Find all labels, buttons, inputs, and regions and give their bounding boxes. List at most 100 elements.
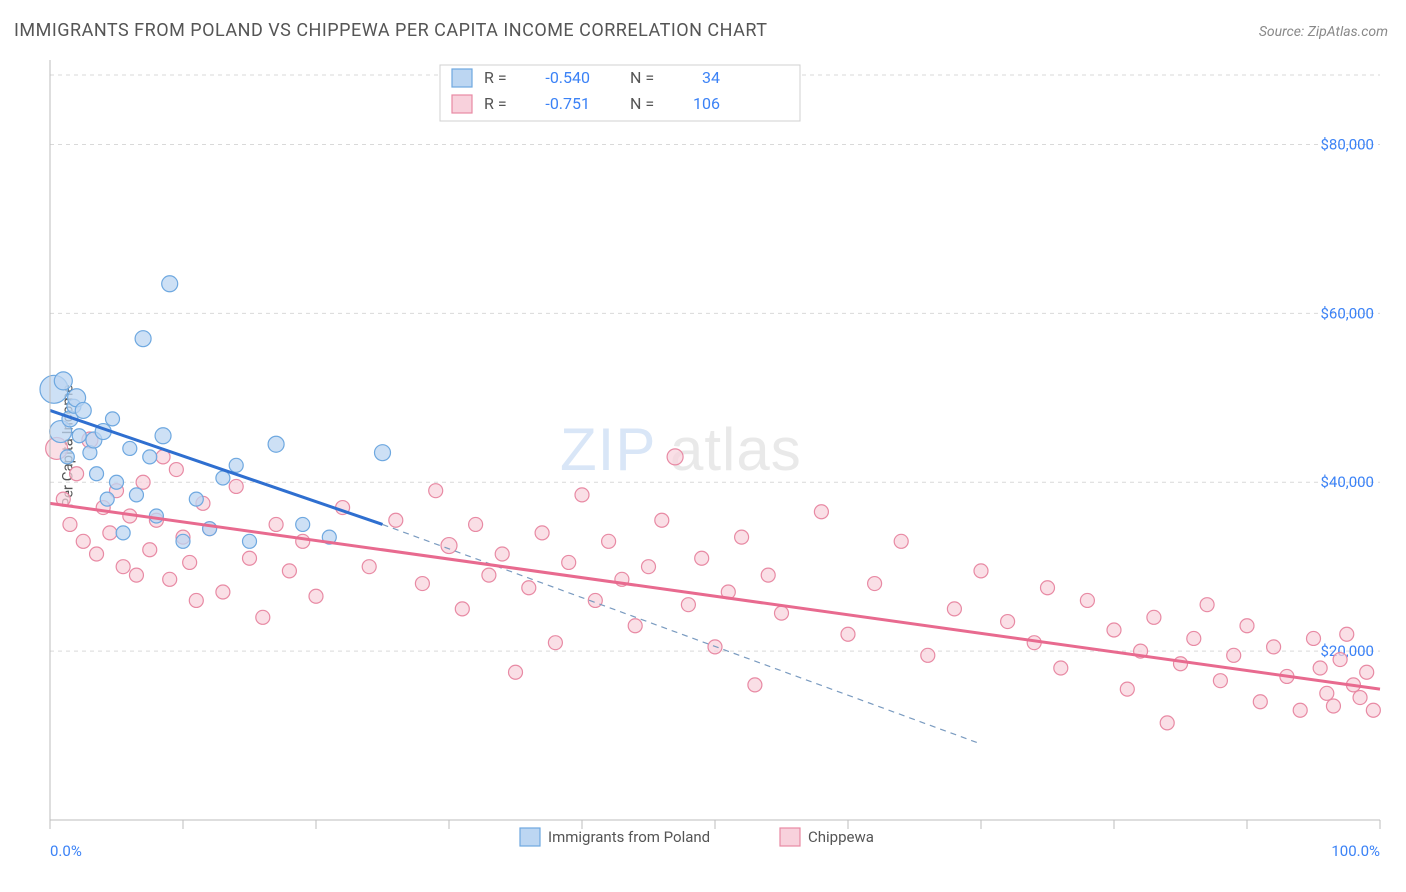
data-point: [1353, 691, 1367, 705]
data-point: [1080, 593, 1094, 607]
legend-swatch: [452, 95, 472, 113]
data-point: [535, 526, 549, 540]
data-point: [814, 505, 828, 519]
legend-r-label: R =: [484, 68, 507, 87]
data-point: [735, 530, 749, 544]
legend-swatch: [780, 828, 800, 846]
watermark-zip: ZIP: [560, 416, 656, 483]
data-point: [667, 449, 683, 465]
watermark: ZIPatlas: [560, 416, 802, 483]
correlation-scatter-chart: $20,000$40,000$60,000$80,000 ZIPatlas 0.…: [0, 0, 1406, 892]
data-point: [441, 538, 457, 554]
data-point: [429, 484, 443, 498]
data-point: [375, 445, 391, 461]
regression-line-solid: [50, 503, 1380, 689]
data-point: [947, 602, 961, 616]
data-point: [75, 402, 91, 418]
data-point: [135, 331, 151, 347]
data-point: [1293, 703, 1307, 717]
data-point: [921, 648, 935, 662]
data-point: [1107, 623, 1121, 637]
data-point: [974, 564, 988, 578]
data-point: [362, 560, 376, 574]
watermark-atlas: atlas: [670, 416, 802, 483]
data-point: [642, 560, 656, 574]
legend-n-label: N =: [630, 68, 654, 87]
legend-series-label: Immigrants from Poland: [548, 828, 710, 846]
data-point: [1267, 640, 1281, 654]
data-point: [1147, 610, 1161, 624]
regression-line-dashed: [383, 524, 982, 744]
data-point: [60, 450, 74, 464]
data-point: [54, 372, 72, 390]
data-point: [469, 517, 483, 531]
data-point: [575, 488, 589, 502]
data-point: [1340, 627, 1354, 641]
data-point: [1253, 695, 1267, 709]
data-point: [63, 517, 77, 531]
data-point: [1320, 686, 1334, 700]
data-point: [775, 606, 789, 620]
data-point: [169, 463, 183, 477]
legend-r-value: -0.540: [545, 68, 590, 87]
y-tick-label: $60,000: [1320, 304, 1374, 322]
data-point: [1001, 615, 1015, 629]
legend-series-label: Chippewa: [808, 828, 874, 846]
data-point: [695, 551, 709, 565]
legend-r-label: R =: [484, 94, 507, 113]
legend-n-label: N =: [630, 94, 654, 113]
data-point: [70, 467, 84, 481]
data-point: [216, 585, 230, 599]
y-tick-label: $80,000: [1320, 135, 1374, 153]
data-point: [1213, 674, 1227, 688]
data-point: [628, 619, 642, 633]
legend-n-value: 106: [693, 94, 720, 113]
data-point: [269, 517, 283, 531]
data-point: [1333, 653, 1347, 667]
data-point: [681, 598, 695, 612]
data-point: [216, 471, 230, 485]
data-point: [602, 534, 616, 548]
data-point: [176, 534, 190, 548]
data-point: [268, 436, 284, 452]
data-point: [189, 593, 203, 607]
data-point: [522, 581, 536, 595]
data-point: [1240, 619, 1254, 633]
data-point: [229, 479, 243, 493]
data-point: [455, 602, 469, 616]
data-point: [229, 458, 243, 472]
data-point: [90, 547, 104, 561]
data-point: [243, 551, 257, 565]
data-point: [116, 560, 130, 574]
x-tick-label: 100.0%: [1331, 842, 1380, 860]
data-point: [90, 467, 104, 481]
data-point: [482, 568, 496, 582]
data-point: [256, 610, 270, 624]
data-point: [1360, 665, 1374, 679]
data-point: [163, 572, 177, 586]
data-point: [1366, 703, 1380, 717]
data-point: [509, 665, 523, 679]
data-point: [116, 526, 130, 540]
data-point: [1041, 581, 1055, 595]
data-point: [155, 428, 171, 444]
data-point: [136, 475, 150, 489]
data-point: [296, 517, 310, 531]
data-point: [110, 475, 124, 489]
legend-n-value: 34: [702, 68, 720, 87]
data-point: [894, 534, 908, 548]
data-point: [162, 276, 178, 292]
legend-swatch: [452, 69, 472, 87]
data-point: [655, 513, 669, 527]
data-point: [123, 441, 137, 455]
data-point: [129, 488, 143, 502]
data-point: [309, 589, 323, 603]
data-point: [129, 568, 143, 582]
data-point: [282, 564, 296, 578]
data-point: [562, 555, 576, 569]
data-point: [106, 412, 120, 426]
data-point: [1054, 661, 1068, 675]
data-point: [548, 636, 562, 650]
data-point: [1120, 682, 1134, 696]
data-point: [1174, 657, 1188, 671]
